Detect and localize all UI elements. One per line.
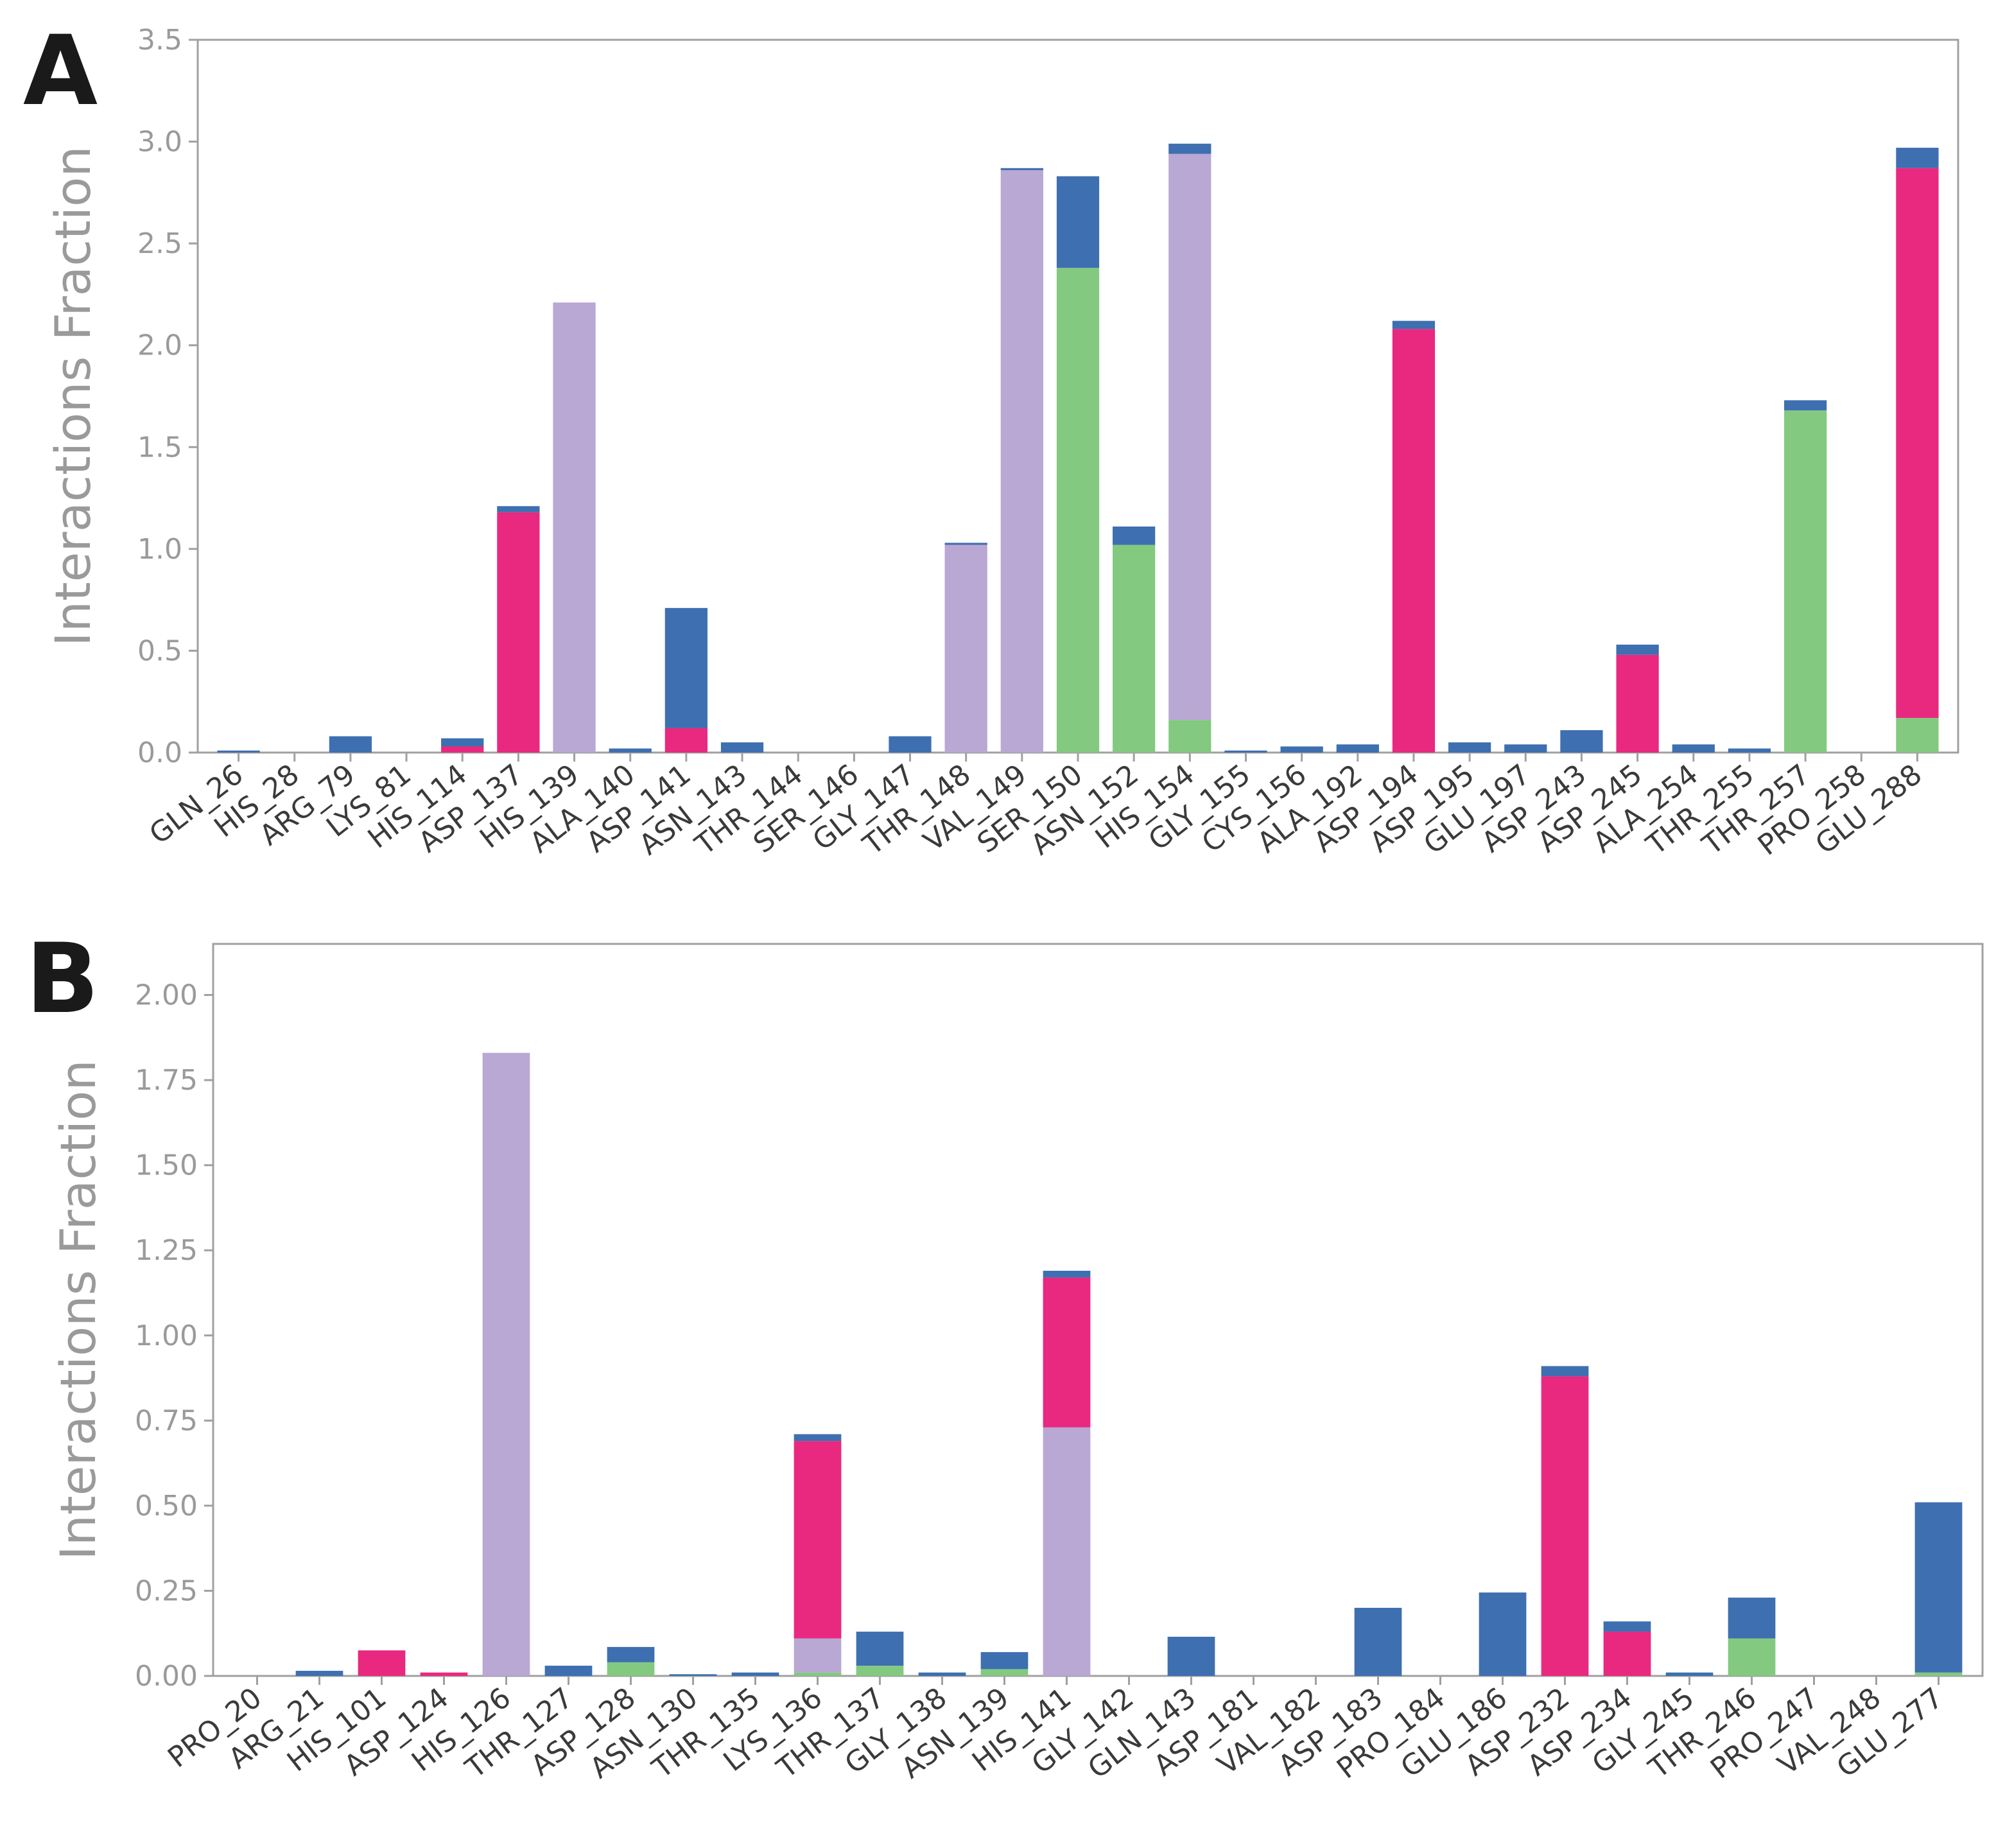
bar-b-HIS_101-ionic xyxy=(358,1650,406,1676)
panel-label-a: A xyxy=(23,15,98,127)
y-tick-label-a-0: 0.0 xyxy=(137,737,182,769)
bar-a-GLU_288-water-bridge xyxy=(1896,148,1939,168)
bar-b-ASP_128-water-bridge xyxy=(607,1646,655,1662)
bar-b-THR_135-water-bridge xyxy=(731,1672,779,1676)
bar-a-GLY_155-water-bridge xyxy=(1224,750,1267,753)
bar-b-ASP_124-ionic xyxy=(420,1672,468,1676)
bar-b-LYS_136-hydrogen-bond xyxy=(794,1672,842,1676)
y-tick-label-b-7: 1.75 xyxy=(135,1064,198,1097)
bar-b-THR_246-hydrogen-bond xyxy=(1728,1638,1776,1676)
bar-a-GLU_288-ionic xyxy=(1896,168,1939,719)
y-tick-label-a-3: 1.5 xyxy=(137,431,182,464)
bar-a-SER_150-water-bridge xyxy=(1056,176,1100,268)
bar-a-VAL_149-hydrophobic xyxy=(1000,170,1043,753)
y-tick-label-a-7: 3.5 xyxy=(137,24,182,57)
y-tick-label-b-2: 0.50 xyxy=(135,1490,198,1522)
y-tick-label-a-5: 2.5 xyxy=(137,227,182,260)
bar-a-CYS_156-water-bridge xyxy=(1280,746,1323,753)
bar-a-ASP_137-ionic xyxy=(497,512,540,753)
y-tick-label-a-4: 2.0 xyxy=(137,329,182,362)
bar-b-LYS_136-ionic xyxy=(794,1441,842,1639)
bar-a-ASP_245-water-bridge xyxy=(1616,644,1659,655)
bar-a-GLN_26-water-bridge xyxy=(217,750,260,753)
bar-b-GLU_186-water-bridge xyxy=(1479,1592,1527,1676)
bar-a-HIS_154-water-bridge xyxy=(1168,143,1211,154)
bar-b-ASN_130-water-bridge xyxy=(669,1674,717,1676)
bar-a-ASP_137-water-bridge xyxy=(497,506,540,512)
y-tick-label-a-1: 0.5 xyxy=(137,634,182,667)
bar-b-ASP_183-water-bridge xyxy=(1354,1607,1402,1676)
bar-a-ASP_141-water-bridge xyxy=(664,607,707,728)
y-tick-label-a-2: 1.0 xyxy=(137,533,182,566)
y-axis-title-a: Interactions Fraction xyxy=(44,146,101,646)
bar-b-LYS_136-hydrophobic xyxy=(794,1638,842,1673)
bar-a-ALA_254-water-bridge xyxy=(1672,744,1715,753)
bar-a-ASN_143-water-bridge xyxy=(720,742,764,753)
bar-a-HIS_114-water-bridge xyxy=(441,738,484,747)
bar-a-ALA_192-water-bridge xyxy=(1336,744,1379,753)
bar-b-GLN_143-water-bridge xyxy=(1167,1637,1215,1676)
bar-b-ASP_232-water-bridge xyxy=(1541,1366,1589,1377)
bar-a-HIS_114-ionic xyxy=(441,746,484,753)
y-tick-label-b-3: 0.75 xyxy=(135,1404,198,1437)
bar-a-THR_257-hydrogen-bond xyxy=(1784,410,1827,753)
bar-b-THR_137-hydrogen-bond xyxy=(856,1666,904,1676)
bar-a-ASP_195-water-bridge xyxy=(1448,742,1491,753)
bar-b-THR_127-water-bridge xyxy=(544,1666,593,1676)
bar-a-THR_148-hydrophobic xyxy=(944,545,987,753)
bar-a-HIS_154-hydrogen-bond xyxy=(1168,720,1211,753)
bar-b-HIS_126-hydrophobic xyxy=(482,1052,530,1676)
bar-b-THR_137-water-bridge xyxy=(856,1632,904,1666)
y-tick-label-b-0: 0.00 xyxy=(135,1660,198,1693)
bar-b-GLU_277-hydrogen-bond xyxy=(1914,1672,1963,1676)
bar-a-THR_255-water-bridge xyxy=(1728,748,1771,753)
bar-a-GLY_147-water-bridge xyxy=(889,736,932,753)
bar-a-ASP_141-ionic xyxy=(664,728,707,753)
bar-b-GLY_138-water-bridge xyxy=(918,1672,966,1676)
bar-b-GLU_277-water-bridge xyxy=(1914,1502,1963,1673)
bar-a-HIS_154-hydrophobic xyxy=(1168,153,1211,720)
y-tick-label-b-8: 2.00 xyxy=(135,979,198,1012)
bar-a-THR_257-water-bridge xyxy=(1784,400,1827,411)
bar-b-THR_246-water-bridge xyxy=(1728,1598,1776,1639)
bar-b-ASN_139-hydrogen-bond xyxy=(980,1669,1029,1676)
bar-b-ARG_21-water-bridge xyxy=(295,1671,343,1676)
bar-b-ASP_234-ionic xyxy=(1603,1632,1651,1676)
panel-label-b: B xyxy=(26,923,100,1035)
bar-a-ASP_243-water-bridge xyxy=(1560,730,1603,753)
bar-a-ALA_140-water-bridge xyxy=(609,748,652,753)
bar-a-ASP_194-water-bridge xyxy=(1392,320,1436,329)
bar-b-ASP_128-hydrogen-bond xyxy=(607,1662,655,1676)
bar-b-ASN_139-water-bridge xyxy=(980,1652,1029,1669)
bar-b-HIS_141-ionic xyxy=(1043,1277,1091,1427)
bar-a-ASN_152-water-bridge xyxy=(1113,526,1156,545)
bar-b-LYS_136-water-bridge xyxy=(794,1434,842,1442)
bar-b-HIS_141-water-bridge xyxy=(1043,1271,1091,1278)
bar-a-SER_150-hydrogen-bond xyxy=(1056,268,1100,753)
y-tick-label-b-6: 1.50 xyxy=(135,1149,198,1182)
bar-a-GLU_288-hydrogen-bond xyxy=(1896,718,1939,753)
bar-b-ASP_234-water-bridge xyxy=(1603,1621,1651,1632)
bar-a-HIS_139-hydrophobic xyxy=(553,302,596,753)
bar-a-GLU_197-water-bridge xyxy=(1504,744,1547,753)
bar-a-ASP_245-ionic xyxy=(1616,654,1659,753)
bar-a-ASP_194-ionic xyxy=(1392,329,1436,753)
bar-a-THR_148-water-bridge xyxy=(944,543,987,545)
y-axis-title-b: Interactions Fraction xyxy=(49,1059,107,1560)
bar-a-ASN_152-hydrogen-bond xyxy=(1113,545,1156,753)
bar-a-ARG_79-water-bridge xyxy=(329,736,372,753)
bar-b-GLY_245-water-bridge xyxy=(1665,1672,1714,1676)
y-tick-label-a-6: 3.0 xyxy=(137,126,182,159)
y-tick-label-b-4: 1.00 xyxy=(135,1320,198,1352)
y-tick-label-b-5: 1.25 xyxy=(135,1234,198,1267)
plot-frame-b xyxy=(212,943,1984,1677)
bar-a-VAL_149-water-bridge xyxy=(1000,168,1043,170)
bar-b-HIS_141-hydrophobic xyxy=(1043,1427,1091,1676)
y-tick-label-b-1: 0.25 xyxy=(135,1574,198,1607)
bar-b-ASP_232-ionic xyxy=(1541,1376,1589,1676)
